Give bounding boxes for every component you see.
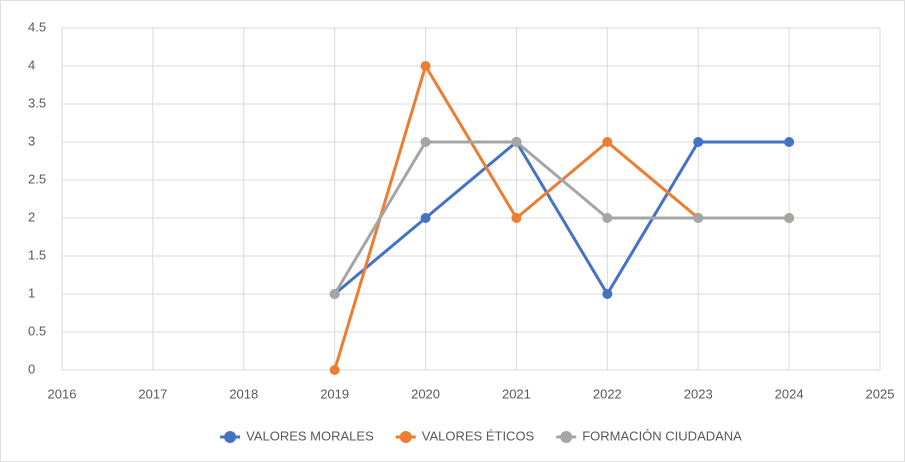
x-tick-label: 2017 xyxy=(138,386,167,401)
x-tick-label: 2020 xyxy=(411,386,440,401)
y-tick-label: 3.5 xyxy=(28,95,46,110)
legend-label: FORMACIÓN CIUDADANA xyxy=(582,428,742,443)
x-tick-label: 2021 xyxy=(502,386,531,401)
y-tick-label: 2 xyxy=(28,209,35,224)
series-line xyxy=(333,140,790,295)
y-tick-label: 1.5 xyxy=(28,247,46,262)
data-point xyxy=(693,137,704,147)
y-tick-label: 0 xyxy=(28,361,35,376)
x-tick-label: 2023 xyxy=(684,386,713,401)
x-tick-label: 2016 xyxy=(48,386,77,401)
data-point xyxy=(511,137,522,147)
y-tick-label: 1 xyxy=(28,285,35,300)
x-tick-label: 2022 xyxy=(593,386,622,401)
x-tick-label: 2024 xyxy=(775,386,804,401)
data-point xyxy=(784,213,795,223)
legend-marker xyxy=(224,431,237,443)
data-point xyxy=(420,61,431,71)
legend-label: VALORES MORALES xyxy=(246,428,374,443)
x-tick-label: 2018 xyxy=(229,386,258,401)
series-line xyxy=(333,140,790,296)
y-tick-label: 3 xyxy=(28,133,35,148)
y-tick-label: 2.5 xyxy=(28,171,46,186)
data-point xyxy=(420,137,431,147)
y-tick-label: 4 xyxy=(28,57,35,72)
data-point xyxy=(329,289,340,299)
legend-marker xyxy=(560,431,573,443)
x-tick-label: 2025 xyxy=(866,386,895,401)
data-point xyxy=(602,213,613,223)
data-point xyxy=(420,213,431,223)
x-tick-label: 2019 xyxy=(320,386,349,401)
data-point xyxy=(329,365,340,375)
data-point xyxy=(511,213,522,223)
y-tick-label: 4.5 xyxy=(28,19,46,34)
y-tick-label: 0.5 xyxy=(28,323,46,338)
data-point xyxy=(784,137,795,147)
legend-marker xyxy=(399,431,412,443)
data-point xyxy=(602,289,613,299)
data-point xyxy=(602,137,613,147)
legend-label: VALORES ÉTICOS xyxy=(422,428,535,443)
data-point xyxy=(693,213,704,223)
